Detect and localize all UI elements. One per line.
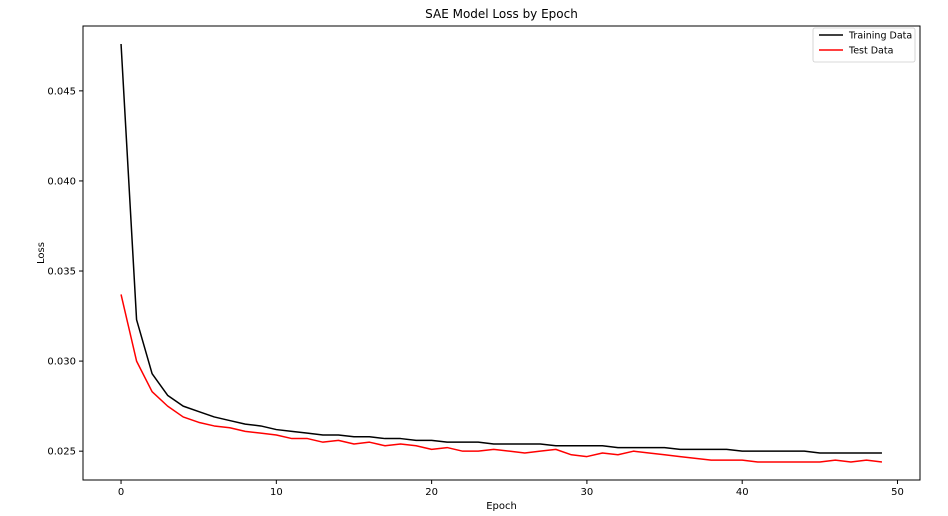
legend-label-training: Training Data [848,31,912,42]
y-tick-label: 0.025 [47,447,76,458]
series-layer [120,43,883,463]
series-line-training [120,43,882,454]
plot-frame [82,25,921,481]
y-axis-title: Loss [36,242,47,264]
legend-box [812,27,916,63]
x-tick-label: 50 [891,487,904,498]
series-line-test [120,294,883,463]
x-tick-label: 10 [270,487,283,498]
legend-label-test: Test Data [848,46,893,57]
x-axis-title: Epoch [486,501,517,512]
y-tick-label: 0.040 [47,176,76,187]
y-tick-label: 0.030 [47,357,76,368]
x-tick-label: 40 [736,487,749,498]
x-axis: 0 10 20 30 40 50 [118,480,904,498]
legend: Training Data Test Data [812,27,916,63]
y-tick-label: 0.045 [47,86,76,97]
y-tick-label: 0.035 [47,267,76,278]
x-tick-label: 0 [118,487,124,498]
x-tick-label: 30 [581,487,594,498]
chart-title: SAE Model Loss by Epoch [425,7,578,21]
plot-area [82,25,921,481]
y-axis: 0.025 0.030 0.035 0.040 0.045 [47,86,83,458]
x-tick-label: 20 [425,487,438,498]
